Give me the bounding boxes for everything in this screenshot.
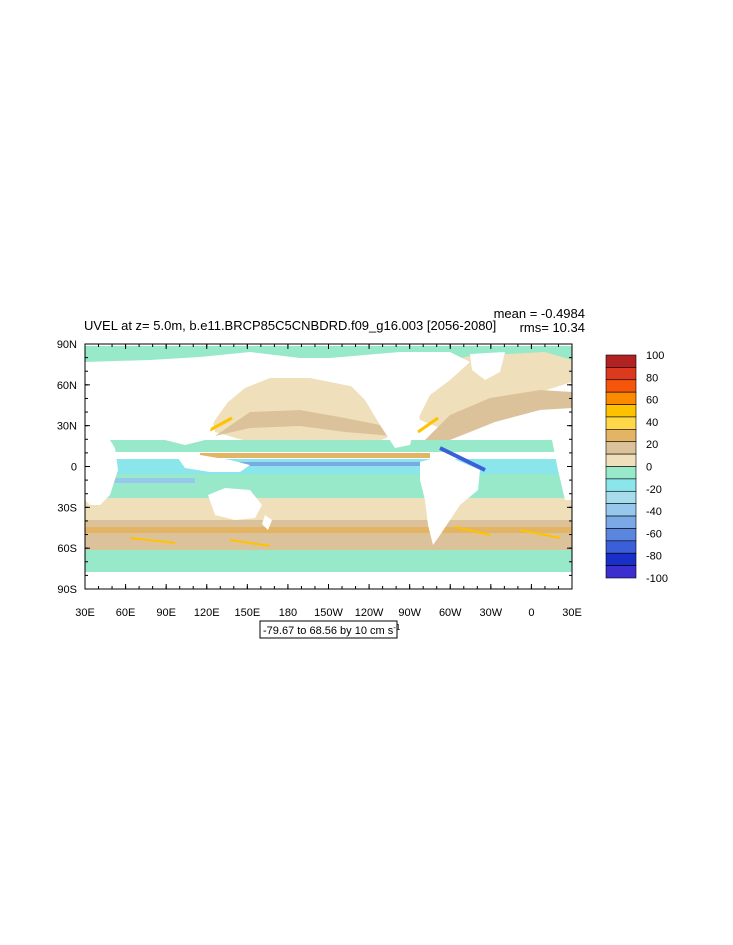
- colorbar-box: [605, 503, 637, 517]
- greenland-landmass: [470, 352, 505, 380]
- plot-title: UVEL at z= 5.0m, b.e11.BRCP85C5CNBDRD.f0…: [84, 318, 496, 333]
- lon-label: 90E: [156, 607, 176, 619]
- colorbar-box: [605, 565, 637, 579]
- lat-label: 30S: [57, 502, 77, 514]
- north-equatorial-band: [85, 440, 572, 452]
- rms-value: rms= 10.34: [520, 320, 585, 335]
- colorbar-label: 40: [646, 417, 658, 429]
- colorbar-box: [605, 540, 637, 554]
- colorbar-box: [605, 391, 637, 405]
- lon-label: 60E: [116, 607, 136, 619]
- south-equatorial-band: [85, 474, 572, 498]
- longitude-axis: 30E 60E 90E 120E 150E 180 150W 120W 90W 60W 30W 0 30…: [75, 344, 582, 619]
- colorbar-box: [605, 466, 637, 480]
- colorbar-box: [605, 441, 637, 455]
- colorbar-label: 100: [646, 350, 664, 362]
- lon-label: 30E: [75, 607, 95, 619]
- colorbar-box: [605, 552, 637, 566]
- colorbar-box: [605, 453, 637, 467]
- brazil-current: [439, 446, 486, 472]
- colorbar-label: 80: [646, 372, 658, 384]
- contour-info-box: -79.67 to 68.56 by 10 cm s-1: [259, 620, 401, 639]
- equatorial-jet: [240, 462, 420, 466]
- equatorial-current: [85, 459, 572, 474]
- lon-label: 150W: [314, 607, 343, 619]
- colorbar-box: [605, 528, 637, 542]
- info-box-frame: [259, 620, 398, 639]
- eurasia-landmass: [85, 352, 330, 445]
- acc-jet-3: [454, 526, 491, 536]
- lat-label: 30N: [57, 421, 77, 433]
- lon-label: 180: [279, 607, 297, 619]
- acc-band: [85, 520, 572, 550]
- lon-label: 0: [528, 607, 534, 619]
- colorbar-box: [605, 515, 637, 529]
- antarctic-band: [85, 550, 572, 572]
- colorbar-label: -80: [646, 551, 662, 563]
- equatorial-counter-current: [200, 453, 430, 458]
- lat-label: 90N: [57, 339, 77, 351]
- map: 90N 60N 30N 0 30S 60S 90S 30E 60E 90E 120E 150E 180…: [57, 339, 582, 619]
- gulf-stream-jet: [417, 416, 439, 434]
- lat-label: 0: [71, 462, 77, 474]
- colorbar-box: [605, 379, 637, 393]
- australia-landmass: [208, 488, 262, 520]
- north-america-landmass: [330, 352, 470, 448]
- colorbar-box: [605, 478, 637, 492]
- colorbar-box: [605, 404, 637, 418]
- colorbar-box: [605, 354, 637, 368]
- acc-jet-4: [519, 529, 561, 539]
- colorbar-label: 60: [646, 395, 658, 407]
- colorbar-box: [605, 429, 637, 443]
- acc-jet-2: [229, 539, 271, 547]
- lat-label: 90S: [57, 584, 77, 596]
- acc-warm-band: [85, 527, 572, 533]
- colorbar-box: [605, 416, 637, 430]
- lon-label: 120W: [355, 607, 384, 619]
- africa-landmass: [85, 430, 118, 505]
- colorbar-box: [605, 490, 637, 504]
- acc-jet-1: [129, 537, 176, 544]
- colorbar-label: 0: [646, 462, 652, 474]
- lon-label: 30E: [562, 607, 582, 619]
- colorbar-label: -40: [646, 506, 662, 518]
- lat-label: 60S: [57, 543, 77, 555]
- south-america-landmass: [420, 455, 480, 545]
- south-subtropic-band: [85, 498, 572, 520]
- lon-label: 120E: [194, 607, 220, 619]
- latitude-axis: 90N 60N 30N 0 30S 60S 90S: [57, 339, 572, 596]
- colorbar-label: -60: [646, 528, 662, 540]
- north-atlantic-stream: [425, 390, 572, 440]
- colorbar: 100 80 60 40 20 0 -20 -40 -60 -80 -100: [605, 350, 668, 585]
- info-box-superscript: -1: [393, 623, 401, 632]
- info-box-text: -79.67 to 68.56 by 10 cm s-1: [263, 623, 401, 637]
- mean-value: mean = -0.4984: [494, 306, 585, 321]
- lon-label: 30W: [480, 607, 503, 619]
- new-zealand-landmass: [262, 515, 272, 530]
- colorbar-label: 20: [646, 439, 658, 451]
- lon-label: 150E: [234, 607, 260, 619]
- kuroshio-jet: [209, 416, 233, 432]
- kuroshio-band: [215, 410, 392, 436]
- indonesia-landmass: [178, 455, 250, 472]
- colorbar-label: -20: [646, 484, 662, 496]
- colorbar-box: [605, 367, 637, 381]
- colorbar-label: -100: [646, 573, 668, 585]
- lon-label: 90W: [398, 607, 421, 619]
- indian-ocean-jet: [100, 478, 195, 483]
- lat-label: 60N: [57, 380, 77, 392]
- africa-east-landmass: [552, 420, 572, 500]
- lon-label: 60W: [439, 607, 462, 619]
